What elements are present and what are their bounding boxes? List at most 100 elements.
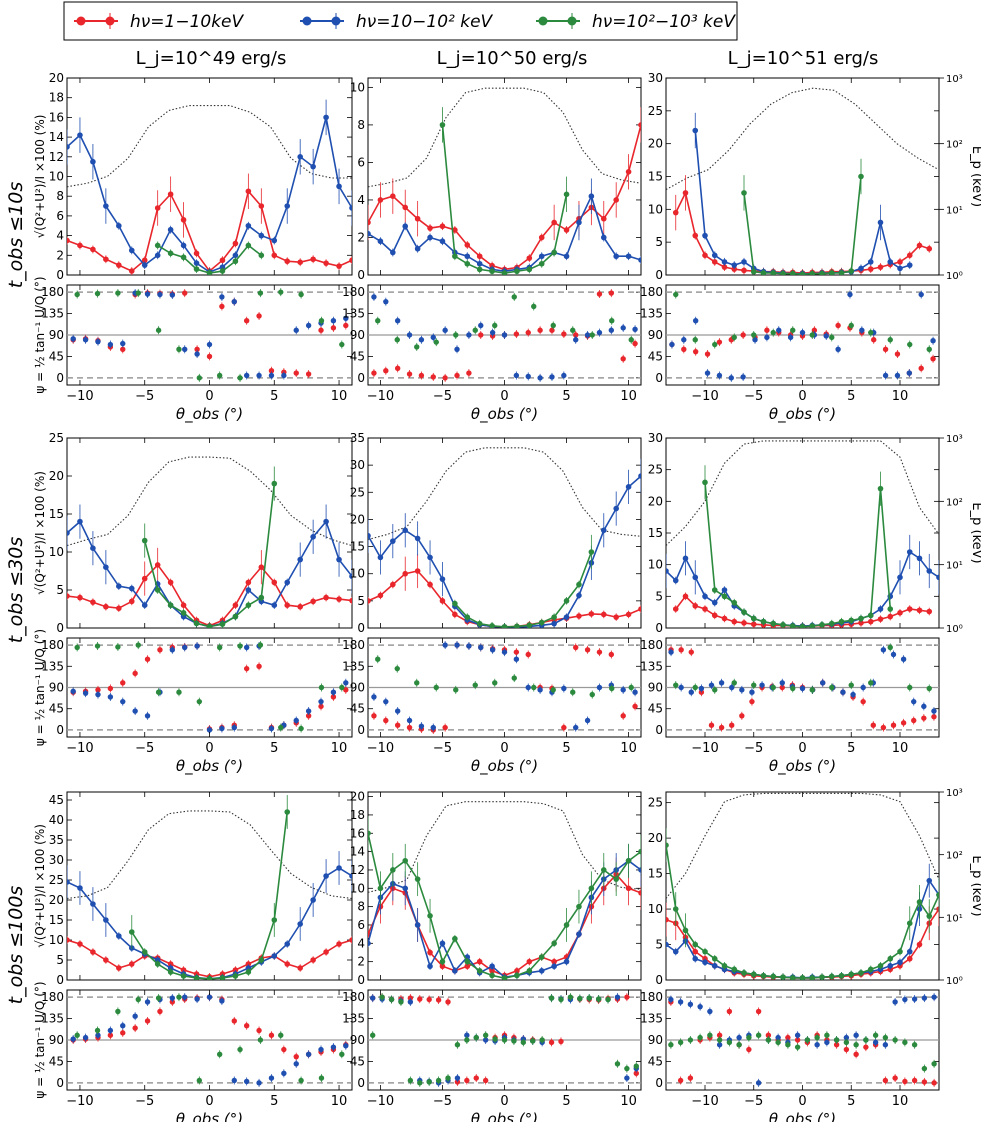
data-point	[576, 219, 582, 226]
data-point	[741, 970, 747, 976]
pa-point	[525, 329, 531, 336]
data-point	[336, 941, 342, 947]
data-point	[476, 266, 483, 273]
data-point	[390, 867, 396, 873]
pa-tick-label: 90	[350, 328, 365, 342]
pa-point	[835, 322, 841, 329]
data-point	[232, 252, 239, 259]
data-point	[666, 568, 669, 574]
data-point	[760, 972, 767, 979]
data-point	[877, 616, 884, 622]
pa-point	[814, 1034, 820, 1041]
pa-point	[620, 713, 626, 719]
pa-point	[716, 1037, 723, 1043]
data-point	[682, 190, 689, 196]
pa-point	[330, 1044, 337, 1050]
data-point	[284, 809, 291, 815]
data-point	[154, 957, 161, 963]
pa-point	[751, 682, 757, 688]
panel-2-2: 0 5 10 15 20 25 10⁰ 10¹ 10² 10³ E_p (keV) 0 45 90 135 1…	[640, 788, 981, 1122]
pa-point	[426, 996, 432, 1003]
data-point	[90, 158, 96, 165]
pa-point	[256, 1027, 262, 1034]
pa-point	[445, 999, 451, 1005]
pa-point	[697, 1003, 703, 1010]
data-point	[116, 583, 122, 589]
x-tick-label: 5	[562, 1094, 570, 1109]
pa-point	[482, 1077, 489, 1084]
x-tick-label: −10	[66, 1094, 93, 1109]
pa-point	[330, 689, 337, 695]
data-point	[427, 963, 433, 970]
pa-point	[406, 332, 413, 338]
data-point	[741, 190, 747, 196]
pd-tick-label: 4	[357, 193, 365, 207]
data-point	[588, 549, 595, 555]
pa-point	[790, 685, 796, 692]
pa-point	[243, 665, 250, 672]
data-point	[848, 971, 855, 978]
pd-tick-label: 10	[648, 902, 663, 916]
pa-point	[466, 370, 472, 376]
data-point	[427, 949, 433, 956]
data-point	[476, 620, 483, 627]
x-tick-label: 0	[500, 741, 508, 756]
pa-point	[231, 1077, 237, 1084]
ep-curve	[67, 456, 352, 547]
pa-point	[712, 341, 718, 348]
pa-point	[343, 680, 349, 686]
pa-point	[243, 1023, 250, 1029]
pa-point	[298, 725, 304, 732]
data-point	[452, 935, 458, 942]
pa-point	[931, 1061, 937, 1067]
pd-tick-label: 20	[49, 893, 64, 907]
data-point	[838, 618, 845, 625]
pa-point	[880, 647, 887, 653]
data-point	[206, 623, 213, 628]
data-point	[193, 266, 200, 272]
pa-point	[501, 649, 508, 655]
data-point	[336, 263, 342, 269]
data-point	[828, 973, 835, 980]
pa-point	[257, 1037, 264, 1043]
data-point	[887, 613, 894, 620]
pa-point	[561, 724, 567, 731]
data-point	[390, 249, 396, 256]
data-point	[258, 594, 265, 601]
pa-point	[406, 371, 413, 377]
pa-point	[169, 995, 176, 1001]
pa-point	[157, 647, 163, 653]
pa-point	[383, 298, 389, 305]
data-point	[439, 223, 446, 230]
data-point	[323, 260, 329, 266]
pa-point	[911, 996, 918, 1002]
data-point	[232, 258, 239, 265]
data-point	[232, 967, 239, 973]
pa-point	[196, 698, 203, 705]
data-point	[128, 268, 135, 274]
data-point	[349, 873, 352, 879]
data-point	[526, 958, 533, 965]
ep-tick-label: 10¹	[946, 205, 963, 216]
pa-point	[530, 1038, 536, 1044]
data-point	[721, 587, 728, 593]
pa-tick-label: 0	[357, 1076, 365, 1090]
pa-point	[609, 318, 615, 324]
data-point	[838, 270, 845, 275]
pa-tick-label: 90	[49, 1033, 64, 1047]
pa-point	[620, 356, 626, 362]
data-point	[906, 252, 913, 259]
pa-point	[513, 656, 520, 662]
pa-point	[740, 332, 746, 338]
data-point	[514, 268, 520, 275]
pa-point	[799, 685, 806, 692]
ep-curve	[666, 792, 939, 899]
pa-point	[632, 703, 638, 710]
pa-point	[383, 698, 389, 705]
pa-point	[678, 647, 684, 653]
pa-point	[749, 698, 755, 705]
pa-point	[892, 999, 898, 1005]
pa-point	[407, 1077, 414, 1084]
pa-tick-label: 0	[357, 723, 365, 737]
data-point	[271, 953, 278, 959]
